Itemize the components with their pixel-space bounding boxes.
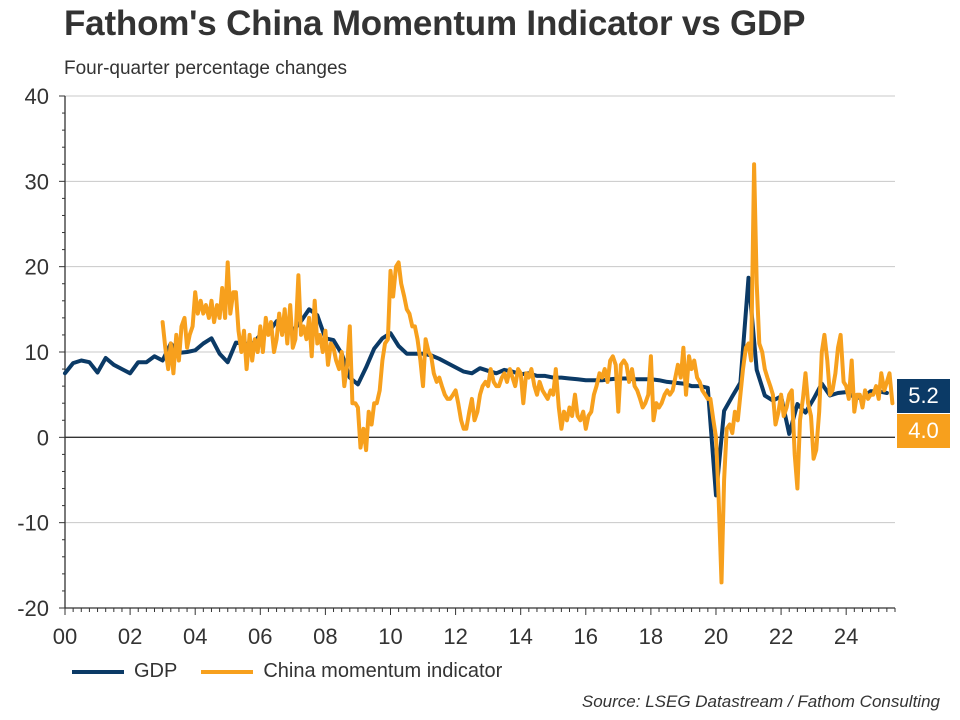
legend-label-momentum: China momentum indicator — [263, 660, 503, 682]
x-tick-labels: 00 02 04 06 08 10 12 14 16 18 20 22 24 — [53, 624, 859, 649]
x-tick-label: 12 — [443, 624, 467, 649]
gridlines — [65, 95, 895, 524]
y-tick-label: -10 — [17, 511, 49, 536]
legend-label-gdp: GDP — [134, 660, 178, 682]
x-tick-label: 10 — [378, 624, 402, 649]
legend-swatch-gdp — [72, 669, 124, 674]
x-tick-label: 06 — [248, 624, 272, 649]
x-tick-label: 08 — [313, 624, 337, 649]
y-tick-label: 40 — [25, 84, 49, 109]
chart-subtitle: Four-quarter percentage changes — [64, 58, 348, 79]
axes — [59, 95, 896, 615]
gdp-line — [63, 275, 889, 498]
gdp-end-value-label: 5.2 — [897, 379, 950, 413]
x-tick-label: 16 — [574, 624, 598, 649]
chart-title: Fathom's China Momentum Indicator vs GDP — [64, 4, 806, 43]
x-tick-label: 04 — [183, 624, 207, 649]
momentum-end-value-label: 4.0 — [897, 414, 950, 448]
legend-swatch-momentum — [201, 669, 254, 674]
source-note: Source: LSEG Datastream / Fathom Consult… — [581, 692, 940, 711]
series-lines — [63, 162, 895, 585]
x-tick-label: 02 — [118, 624, 142, 649]
x-tick-label: 18 — [639, 624, 663, 649]
x-tick-label: 14 — [508, 624, 532, 649]
x-tick-label: 24 — [834, 624, 858, 649]
x-tick-label: 00 — [53, 624, 77, 649]
y-tick-labels: 40 30 20 10 0 -10 -20 — [17, 84, 49, 621]
x-tick-label: 20 — [704, 624, 728, 649]
momentum-indicator-line — [160, 162, 895, 585]
y-tick-label: 30 — [25, 169, 49, 194]
legend-item-momentum: China momentum indicator — [201, 660, 502, 683]
y-tick-label: 0 — [37, 425, 49, 450]
legend: GDP China momentum indicator — [72, 660, 526, 683]
x-tick-label: 22 — [769, 624, 793, 649]
y-tick-label: -20 — [17, 596, 49, 621]
y-tick-label: 10 — [25, 340, 49, 365]
y-tick-label: 20 — [25, 255, 49, 280]
legend-item-gdp: GDP — [72, 660, 177, 683]
